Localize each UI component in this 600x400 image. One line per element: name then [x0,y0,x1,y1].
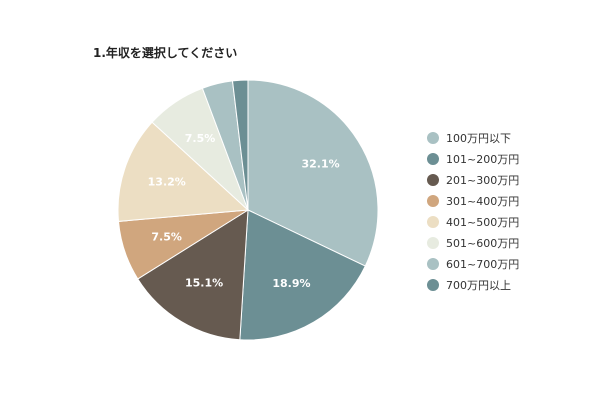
legend: 100万円以下 101~200万円 201~300万円 301~400万円 401~50… [427,127,519,295]
legend-item[interactable]: 700万円以上 [427,274,519,295]
legend-item[interactable]: 401~500万円 [427,211,519,232]
legend-label: 501~600万円 [446,236,520,250]
slice-label-3: 15.1% [185,277,223,290]
legend-label: 601~700万円 [446,257,520,271]
legend-swatch [427,257,439,270]
legend-item[interactable]: 201~300万円 [427,169,519,190]
pie-slice-1 [247,79,379,267]
slice-label-4: 7.5% [151,230,182,243]
legend-swatch [427,152,439,165]
pie-slice-8 [231,79,249,211]
pie-slice-2 [239,209,366,341]
legend-label: 700万円以上 [446,278,511,292]
legend-item[interactable]: 601~700万円 [427,253,519,274]
legend-label: 201~300万円 [446,173,520,187]
legend-label: 401~500万円 [446,215,520,229]
slice-label-5: 13.2% [148,175,186,188]
slice-label-1: 32.1% [302,157,340,170]
legend-swatch [427,236,439,249]
legend-swatch [427,278,439,291]
legend-swatch [427,173,439,186]
legend-label: 101~200万円 [446,152,520,166]
legend-swatch [427,215,439,228]
chart-title: 1.年収を選択してください [93,46,238,60]
slice-label-2: 18.9% [272,277,310,290]
legend-item[interactable]: 501~600万円 [427,232,519,253]
slice-label-6: 7.5% [185,132,216,145]
legend-swatch [427,194,439,207]
legend-swatch [427,131,439,144]
pie-slice-5 [117,121,250,222]
legend-item[interactable]: 101~200万円 [427,148,519,169]
pie-slice-3 [137,209,249,341]
legend-label: 301~400万円 [446,194,520,208]
legend-item[interactable]: 100万円以下 [427,127,519,148]
legend-label: 100万円以下 [446,131,511,145]
legend-item[interactable]: 301~400万円 [427,190,519,211]
